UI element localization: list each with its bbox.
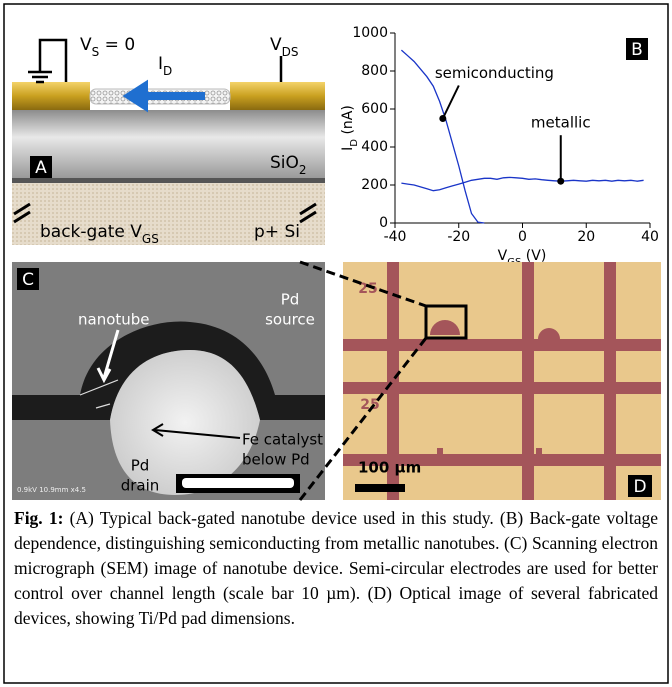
page: {"panel_a": {"vs": {"main": "V", "sub": …: [0, 0, 672, 687]
caption: Fig. 1: (A) Typical back-gated nanotube …: [14, 506, 658, 631]
y-tick-label: 400: [361, 139, 388, 155]
y-tick-label: 600: [361, 101, 388, 117]
x-label-main: V: [498, 248, 508, 264]
vs-rest: = 0: [99, 35, 135, 55]
vds-main: V: [270, 35, 282, 55]
x-label-rest: (V): [521, 248, 546, 264]
series-line: [401, 177, 643, 190]
caption-text: (A) Typical back-gated nanotube device u…: [14, 508, 658, 628]
back-gate-label: back-gate VGS: [40, 222, 159, 246]
back-gate-main: back-gate V: [40, 222, 142, 242]
annotation-label: semiconducting: [435, 64, 554, 82]
y-tick-label: 200: [361, 177, 388, 193]
annotation-label: metallic: [531, 114, 591, 132]
panel-b: B VGS (V) ID (nA) 02004006008001000-40-2…: [340, 25, 659, 268]
y-tick-label: 1000: [352, 25, 388, 41]
vs-main: V: [80, 35, 92, 55]
caption-label: Fig. 1:: [14, 508, 63, 528]
annotation-leader: [443, 86, 459, 119]
panel-label: B: [631, 40, 643, 60]
source-electrode: [12, 82, 90, 110]
drain-electrode: [230, 82, 325, 110]
drain-label-2: drain: [121, 477, 160, 495]
y-label-rest: (nA): [340, 105, 356, 139]
panel-label: D: [633, 477, 646, 497]
sem-info: 0.9kV 10.9mm x4.5: [17, 486, 86, 494]
sio2-sub: 2: [299, 163, 307, 177]
y-axis-label: ID (nA): [340, 105, 360, 151]
panel-label: C: [22, 270, 34, 290]
scale-bar: [182, 478, 294, 488]
catalyst-label-2: below Pd: [242, 451, 310, 469]
sio2-main: SiO: [270, 153, 299, 173]
y-tick-label: 800: [361, 63, 388, 79]
panel-label: A: [35, 158, 47, 178]
catalyst-label-1: Fe catalyst: [242, 431, 323, 449]
x-tick-label: -40: [384, 229, 407, 245]
x-tick-label: 40: [641, 229, 659, 245]
substrate-label: p+ Si: [254, 222, 300, 242]
id-sub: D: [163, 64, 172, 78]
ground-symbol: [28, 40, 66, 82]
panel-c: C nanotube Pd source Fe catalyst below P…: [12, 262, 325, 500]
id-label: ID: [158, 54, 172, 78]
x-tick-label: 0: [518, 229, 527, 245]
vds-label: VDS: [270, 35, 299, 59]
vds-sub: DS: [282, 45, 299, 59]
vs-sub: S: [92, 45, 100, 59]
nanotube-label: nanotube: [78, 311, 150, 329]
x-tick-label: -20: [447, 229, 470, 245]
back-gate-sub: GS: [142, 232, 159, 246]
annotation-point: [439, 115, 446, 122]
drain-label-1: Pd: [131, 457, 150, 475]
source-label-2: source: [265, 311, 315, 329]
scale-label: 100 µm: [358, 459, 421, 477]
scale-bar: [355, 484, 405, 492]
interface: [12, 178, 325, 183]
panel-a: A VS = 0 VDS ID SiO2 back-gate VGS p+ Si: [12, 35, 325, 246]
panel-d: 25 25 100 µm D: [343, 262, 661, 500]
annotation-point: [557, 178, 564, 185]
x-tick-label: 20: [577, 229, 595, 245]
vs-label: VS = 0: [80, 35, 135, 59]
source-label-1: Pd: [281, 291, 300, 309]
